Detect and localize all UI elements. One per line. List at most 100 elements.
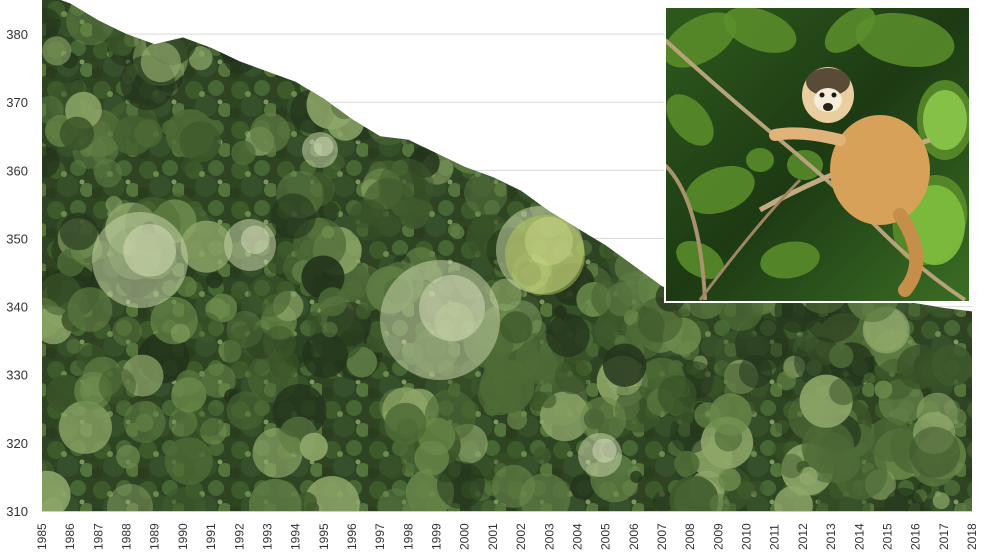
x-tick-label: 2008 xyxy=(683,523,697,550)
tree-crown xyxy=(669,475,719,511)
x-tick-label: 2016 xyxy=(909,523,923,550)
monkey-leg xyxy=(893,208,924,297)
tree-crown xyxy=(269,16,318,65)
y-tick-label: 320 xyxy=(6,436,28,451)
x-tick-label: 2018 xyxy=(965,523,979,550)
tree-crown xyxy=(569,123,600,154)
tree-crown xyxy=(140,42,181,83)
tree-crown xyxy=(779,453,804,479)
tree-crown xyxy=(67,287,113,332)
tree-crown xyxy=(547,137,574,164)
y-axis-ticks: 310 320 330 340 350 360 370 380 xyxy=(6,27,28,519)
tree-crown xyxy=(112,316,142,347)
tree-crown xyxy=(477,119,521,163)
tree-crown xyxy=(868,417,913,462)
tree-crown xyxy=(218,32,248,62)
tree-crown xyxy=(863,372,876,385)
tree-crown xyxy=(226,310,264,348)
leaf xyxy=(723,7,797,53)
tree-crown xyxy=(679,340,700,360)
tree-crown xyxy=(772,442,790,460)
tree-crown xyxy=(74,371,113,410)
tree-crown xyxy=(709,493,730,511)
tree-crown xyxy=(652,491,674,511)
tree-crown xyxy=(116,444,141,469)
tree-crown xyxy=(500,311,533,344)
tree-crown xyxy=(833,446,888,500)
x-tick-label: 1988 xyxy=(120,523,134,550)
bright-leaf xyxy=(923,90,967,150)
tree-crown xyxy=(347,199,389,241)
leaf xyxy=(855,12,955,68)
tree-crown xyxy=(383,97,432,145)
tree-crown xyxy=(389,11,419,41)
tree-crown xyxy=(961,497,972,511)
tree-crown xyxy=(188,46,213,71)
x-tick-label: 2003 xyxy=(542,523,556,550)
tree-crown xyxy=(42,470,71,511)
leaf xyxy=(666,94,714,146)
tree-crown xyxy=(206,272,223,289)
y-tick-label: 380 xyxy=(6,27,28,42)
tree-crown xyxy=(364,64,414,114)
tree-crown xyxy=(612,22,644,53)
monkey-muzzle xyxy=(823,103,833,111)
tree-crown xyxy=(661,320,680,340)
tree-crown xyxy=(180,158,196,174)
tree-crown xyxy=(738,354,773,389)
x-tick-label: 1993 xyxy=(260,523,274,550)
tree-crown xyxy=(874,380,893,399)
tree-crown xyxy=(223,324,276,377)
x-tick-label: 2015 xyxy=(880,523,894,550)
tree-crown xyxy=(576,282,612,317)
x-tick-label: 1995 xyxy=(317,523,331,550)
tree-crown xyxy=(580,396,626,443)
tree-crown xyxy=(500,121,547,168)
tree-crown xyxy=(625,198,665,239)
x-tick-label: 2007 xyxy=(655,523,669,550)
x-tick-label: 1997 xyxy=(373,523,387,550)
tree-crown xyxy=(446,124,496,174)
tree-crown xyxy=(283,18,334,69)
tree-crown xyxy=(355,303,372,320)
tree-crown xyxy=(539,391,557,409)
tree-crown xyxy=(381,455,406,480)
tree-crown xyxy=(468,18,508,58)
tree-crown xyxy=(384,402,427,445)
x-tick-label: 2012 xyxy=(796,523,810,550)
tree-crown xyxy=(42,7,62,39)
tree-crown xyxy=(593,111,632,150)
tree-crown xyxy=(503,102,547,145)
tree-crown xyxy=(450,225,465,240)
tree-crown xyxy=(105,196,123,213)
tree-crown xyxy=(98,367,136,405)
tree-crown xyxy=(201,363,236,399)
tree-crown xyxy=(674,450,700,477)
tree-crown xyxy=(775,420,789,434)
pale-tree-crown xyxy=(92,212,188,308)
tree-crown xyxy=(437,461,485,509)
tree-crown xyxy=(42,95,64,125)
x-tick-label: 1999 xyxy=(430,523,444,550)
x-tick-label: 2004 xyxy=(570,523,584,550)
tree-crown xyxy=(59,212,98,251)
tree-crown xyxy=(602,343,647,387)
tree-crown xyxy=(931,344,972,387)
tree-crown xyxy=(389,65,444,120)
monkey-cap xyxy=(806,68,850,96)
tree-crown xyxy=(180,220,233,273)
x-tick-label: 1998 xyxy=(401,523,415,550)
tree-crown xyxy=(331,92,358,120)
tree-crown xyxy=(546,313,590,358)
photo-frame xyxy=(664,6,971,303)
pale-tree-crown xyxy=(578,433,622,477)
tree-crown xyxy=(464,171,508,215)
yellow-tree-crown xyxy=(505,215,585,295)
tree-crown xyxy=(570,474,596,500)
tree-crown xyxy=(422,59,472,109)
leaf xyxy=(787,150,823,180)
tree-crown xyxy=(481,500,497,511)
x-tick-label: 2002 xyxy=(514,523,528,550)
photo-content xyxy=(665,7,970,302)
